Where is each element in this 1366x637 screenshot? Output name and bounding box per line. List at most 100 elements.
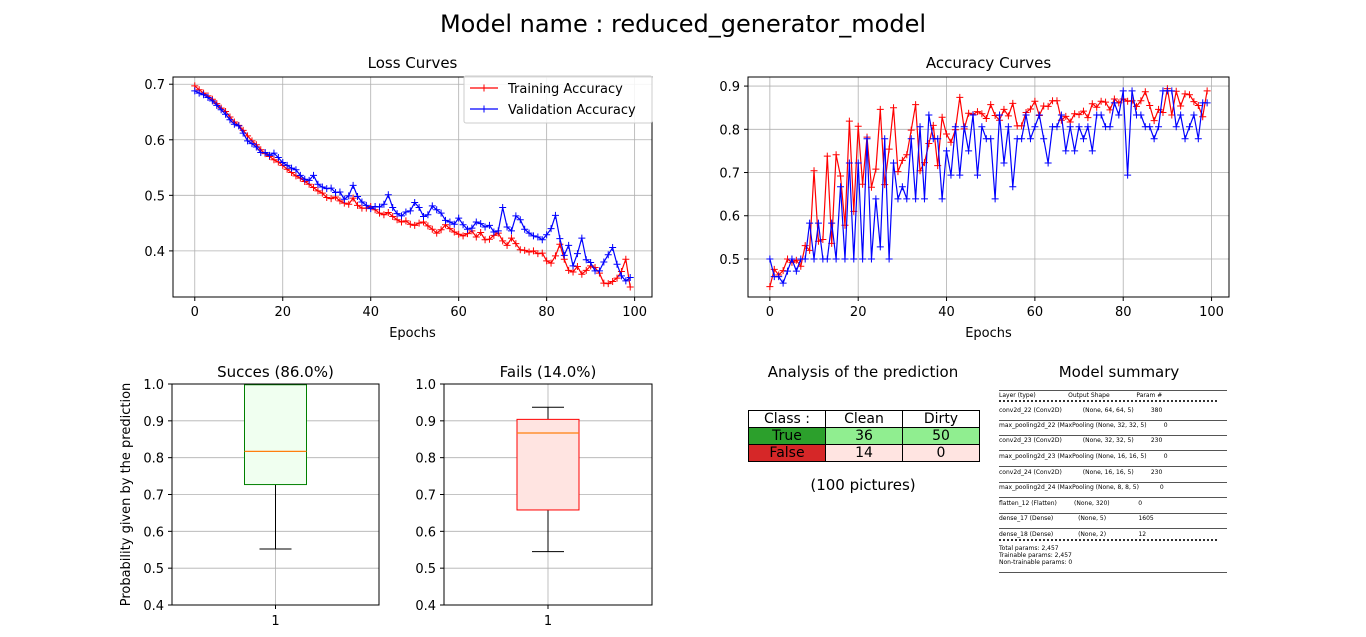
x-tick-label: 20 [850,305,867,320]
summary-layer: dense_18 (Dense) (None, 2) 12 [999,531,1147,538]
axes-frame [172,76,653,298]
data-point [613,274,621,282]
data-point [569,262,577,270]
y-tick-label: 0.9 [143,415,164,430]
data-point [845,159,853,167]
data-point [393,216,401,224]
data-point [609,244,617,252]
x-tick-label: 0 [191,305,199,320]
data-point [1088,147,1096,155]
data-point [916,123,924,131]
data-point [1146,102,1154,110]
data-point [235,122,243,130]
data-point [801,242,809,250]
data-point [1053,97,1061,105]
data-point [832,151,840,159]
data-point [354,201,362,209]
prediction-row-true: True 36 50 [748,427,980,445]
data-point [1022,111,1030,119]
data-point [398,212,406,220]
data-point [419,212,427,220]
data-point [947,171,955,179]
y-tick-label: 1.0 [143,378,164,393]
summary-rule [999,497,1227,498]
data-point [450,228,458,236]
x-tick-label: 60 [1027,305,1044,320]
data-point [872,195,880,203]
data-point [1146,123,1154,131]
data-point [301,175,309,183]
data-point [1106,123,1114,131]
data-point [810,255,818,263]
data-point [354,192,362,200]
data-point [925,111,933,119]
analysis-footer: (100 pictures) [810,476,915,494]
data-point [261,149,269,157]
data-point [934,135,942,143]
x-axis-label: Epochs [389,326,436,341]
data-point [947,138,955,146]
data-point [775,273,783,281]
summary-layer: flatten_12 (Flatten) (None, 320) 0 [999,500,1143,507]
data-point [345,200,353,208]
data-point [459,232,467,240]
data-point [433,229,441,237]
data-point [499,237,507,245]
data-point [1079,107,1087,115]
x-tick-label: 100 [622,305,647,320]
x-tick-label: 100 [1199,305,1224,320]
data-point [978,123,986,131]
data-point [266,151,274,159]
data-point [441,216,449,224]
data-point [490,228,498,236]
data-point [244,137,252,145]
data-point [1190,111,1198,119]
data-point [578,234,586,242]
analysis-title: Analysis of the prediction [768,363,958,381]
y-tick-label: 0.7 [143,489,164,504]
x-tick-label: 40 [362,305,379,320]
data-point [323,194,331,202]
data-point [582,266,590,274]
data-point [274,154,282,162]
data-point [969,111,977,119]
data-point [565,241,573,249]
data-point [1137,97,1145,105]
data-point [965,147,973,155]
y-tick-label: 0.5 [143,562,164,577]
summary-rule [999,420,1227,421]
data-point [1062,147,1070,155]
legend-box [463,75,653,124]
data-point [894,195,902,203]
data-point [472,218,480,226]
data-point [850,255,858,263]
data-point [859,255,867,263]
data-point [1177,102,1185,110]
data-point [384,209,392,217]
data-point [1071,147,1079,155]
summary-layer: max_pooling2d_22 (MaxPooling (None, 32, … [999,422,1168,429]
data-point [626,283,634,291]
data-point [1185,123,1193,131]
summary-rule [999,390,1227,391]
data-point [600,258,608,266]
data-point [507,227,515,235]
legend-marker [480,84,488,92]
data-point [252,143,260,151]
data-point [1203,87,1211,95]
data-point [801,255,809,263]
data-point [890,104,898,112]
data-point [951,123,959,131]
data-point [1000,105,1008,113]
data-point [521,225,529,233]
axes-frame [747,76,1230,298]
row-label-true: True [748,427,826,445]
true-clean-count: 36 [825,427,903,445]
summary-layer: max_pooling2d_24 (MaxPooling (None, 8, 8… [999,484,1164,491]
data-point [547,225,555,233]
data-point [1097,97,1105,105]
data-point [292,166,300,174]
data-point [1026,105,1034,113]
data-point [1097,111,1105,119]
y-axis-label: Probability given by the prediction [119,383,134,607]
